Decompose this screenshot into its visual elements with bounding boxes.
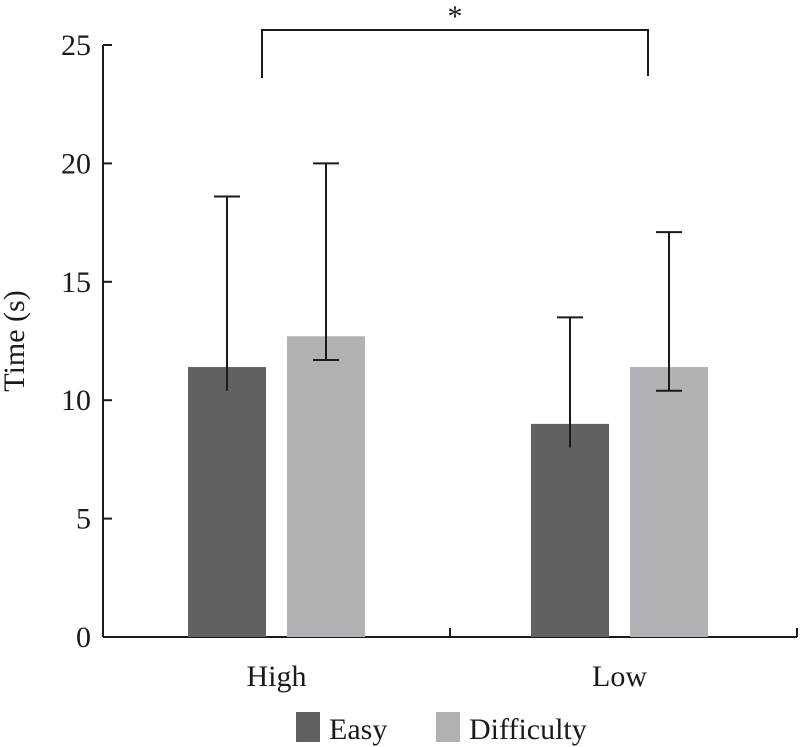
bar-difficulty-low <box>630 367 708 637</box>
y-tick-label: 10 <box>61 384 91 417</box>
legend-swatch-easy <box>296 712 320 742</box>
legend-swatch-difficulty <box>436 712 460 742</box>
legend-label-difficulty: Difficulty <box>469 713 587 746</box>
x-tick-label-high: High <box>247 660 307 693</box>
legend: Easy Difficulty <box>296 712 587 746</box>
legend-label-easy: Easy <box>329 713 387 746</box>
significance-bracket: * <box>261 0 649 78</box>
bar-easy-low <box>531 423 609 637</box>
y-tick-label: 15 <box>61 266 91 299</box>
x-tick-label-low: Low <box>592 660 647 693</box>
y-tick-label: 25 <box>61 29 91 62</box>
bar-difficulty-high <box>287 336 365 637</box>
significance-star: * <box>448 0 463 33</box>
y-tick-label: 20 <box>61 147 91 180</box>
y-tick-label: 0 <box>76 621 91 654</box>
y-tick-label: 5 <box>76 503 91 536</box>
bar-easy-high <box>188 367 266 637</box>
y-axis-title: Time (s) <box>0 290 31 391</box>
labels: 0 5 10 15 20 25 High Low <box>61 29 647 693</box>
bars <box>188 162 708 637</box>
